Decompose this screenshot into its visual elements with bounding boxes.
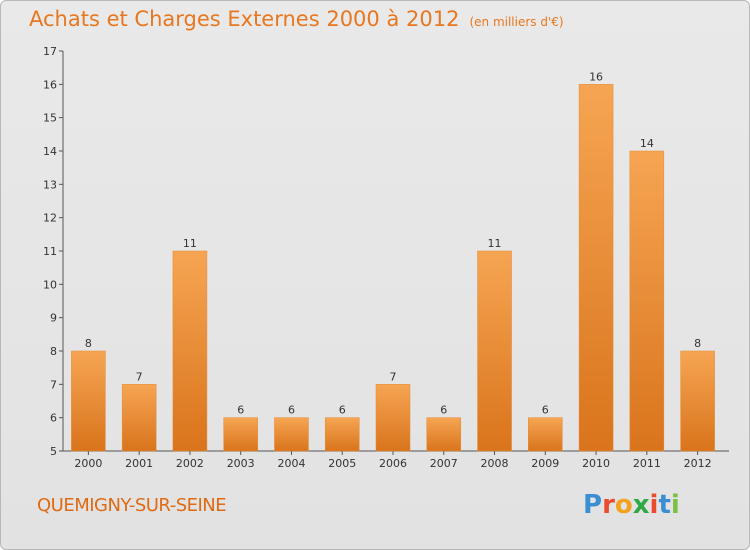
x-tick-label: 2001 — [125, 457, 153, 470]
y-tick-label: 12 — [43, 212, 57, 225]
bar-value-label: 16 — [589, 70, 603, 83]
y-tick-label: 14 — [43, 145, 57, 158]
y-tick-label: 17 — [43, 45, 57, 58]
bar-value-label: 8 — [85, 337, 92, 350]
y-tick-label: 15 — [43, 112, 57, 125]
y-tick-label: 13 — [43, 178, 57, 191]
bar-value-label: 7 — [390, 370, 397, 383]
logo-letter: t — [658, 490, 671, 520]
chart-title: Achats et Charges Externes 2000 à 2012 (e… — [29, 7, 564, 31]
y-tick-label: 8 — [50, 345, 57, 358]
bar-2001 — [121, 384, 157, 452]
y-tick-label: 7 — [50, 378, 57, 391]
logo-letter: i — [670, 490, 680, 520]
commune-name: QUEMIGNY-SUR-SEINE — [37, 495, 227, 516]
bar-value-label: 11 — [183, 237, 197, 250]
proxiti-logo: Proxiti — [583, 490, 680, 520]
y-tick-label: 5 — [50, 445, 57, 458]
bar-value-label: 8 — [694, 337, 701, 350]
logo-letter: x — [632, 490, 650, 520]
bar-value-label: 6 — [237, 404, 244, 417]
bar-2002 — [172, 250, 208, 452]
x-tick-label: 2003 — [227, 457, 255, 470]
bar-value-label: 11 — [488, 237, 502, 250]
x-tick-label: 2010 — [582, 457, 610, 470]
x-tick-label: 2011 — [633, 457, 661, 470]
x-tick-label: 2005 — [328, 457, 356, 470]
chart-value-labels: 8 7 11 6 6 6 7 6 11 6 16 14 8 — [85, 70, 701, 416]
chart-title-text: Achats et Charges Externes 2000 à 2012 — [29, 7, 460, 31]
bar-2012 — [680, 350, 715, 452]
logo-letter: i — [649, 490, 659, 520]
bar-2007 — [426, 417, 462, 452]
chart-subtitle: (en milliers d'€) — [469, 15, 564, 29]
x-tick-label: 2008 — [481, 457, 509, 470]
x-tick-label: 2009 — [531, 457, 559, 470]
y-tick-label: 10 — [43, 278, 57, 291]
bar-2006 — [375, 384, 411, 452]
bar-2000 — [71, 350, 106, 452]
x-tick-label: 2007 — [430, 457, 458, 470]
y-tick-label: 16 — [43, 78, 57, 91]
bar-value-label: 6 — [542, 404, 549, 417]
bar-2008 — [477, 250, 512, 452]
bar-value-label: 7 — [136, 370, 143, 383]
bar-value-label: 6 — [288, 404, 295, 417]
logo-letter: P — [583, 490, 603, 520]
x-tick-label: 2000 — [74, 457, 102, 470]
bar-2005 — [324, 417, 360, 452]
x-tick-label: 2004 — [277, 457, 305, 470]
y-tick-label: 6 — [50, 412, 57, 425]
logo-letter: r — [602, 490, 615, 520]
bar-value-label: 6 — [440, 404, 447, 417]
x-tick-label: 2012 — [684, 457, 712, 470]
y-tick-label: 11 — [43, 245, 57, 258]
bar-2004 — [274, 417, 309, 452]
bar-2003 — [223, 417, 258, 452]
bar-2010 — [578, 84, 614, 452]
bar-value-label: 14 — [640, 137, 654, 150]
x-tick-label: 2002 — [176, 457, 204, 470]
y-tick-label: 9 — [50, 312, 57, 325]
chart-axes: 5 6 7 8 9 10 11 12 13 14 15 16 17 2000 2001 2002 2003 200… — [43, 45, 729, 470]
logo-letter: o — [614, 490, 633, 520]
bar-value-label: 6 — [339, 404, 346, 417]
x-tick-label: 2006 — [379, 457, 407, 470]
chart-bars — [71, 84, 715, 452]
bar-2009 — [528, 417, 563, 452]
bar-2011 — [629, 150, 665, 452]
